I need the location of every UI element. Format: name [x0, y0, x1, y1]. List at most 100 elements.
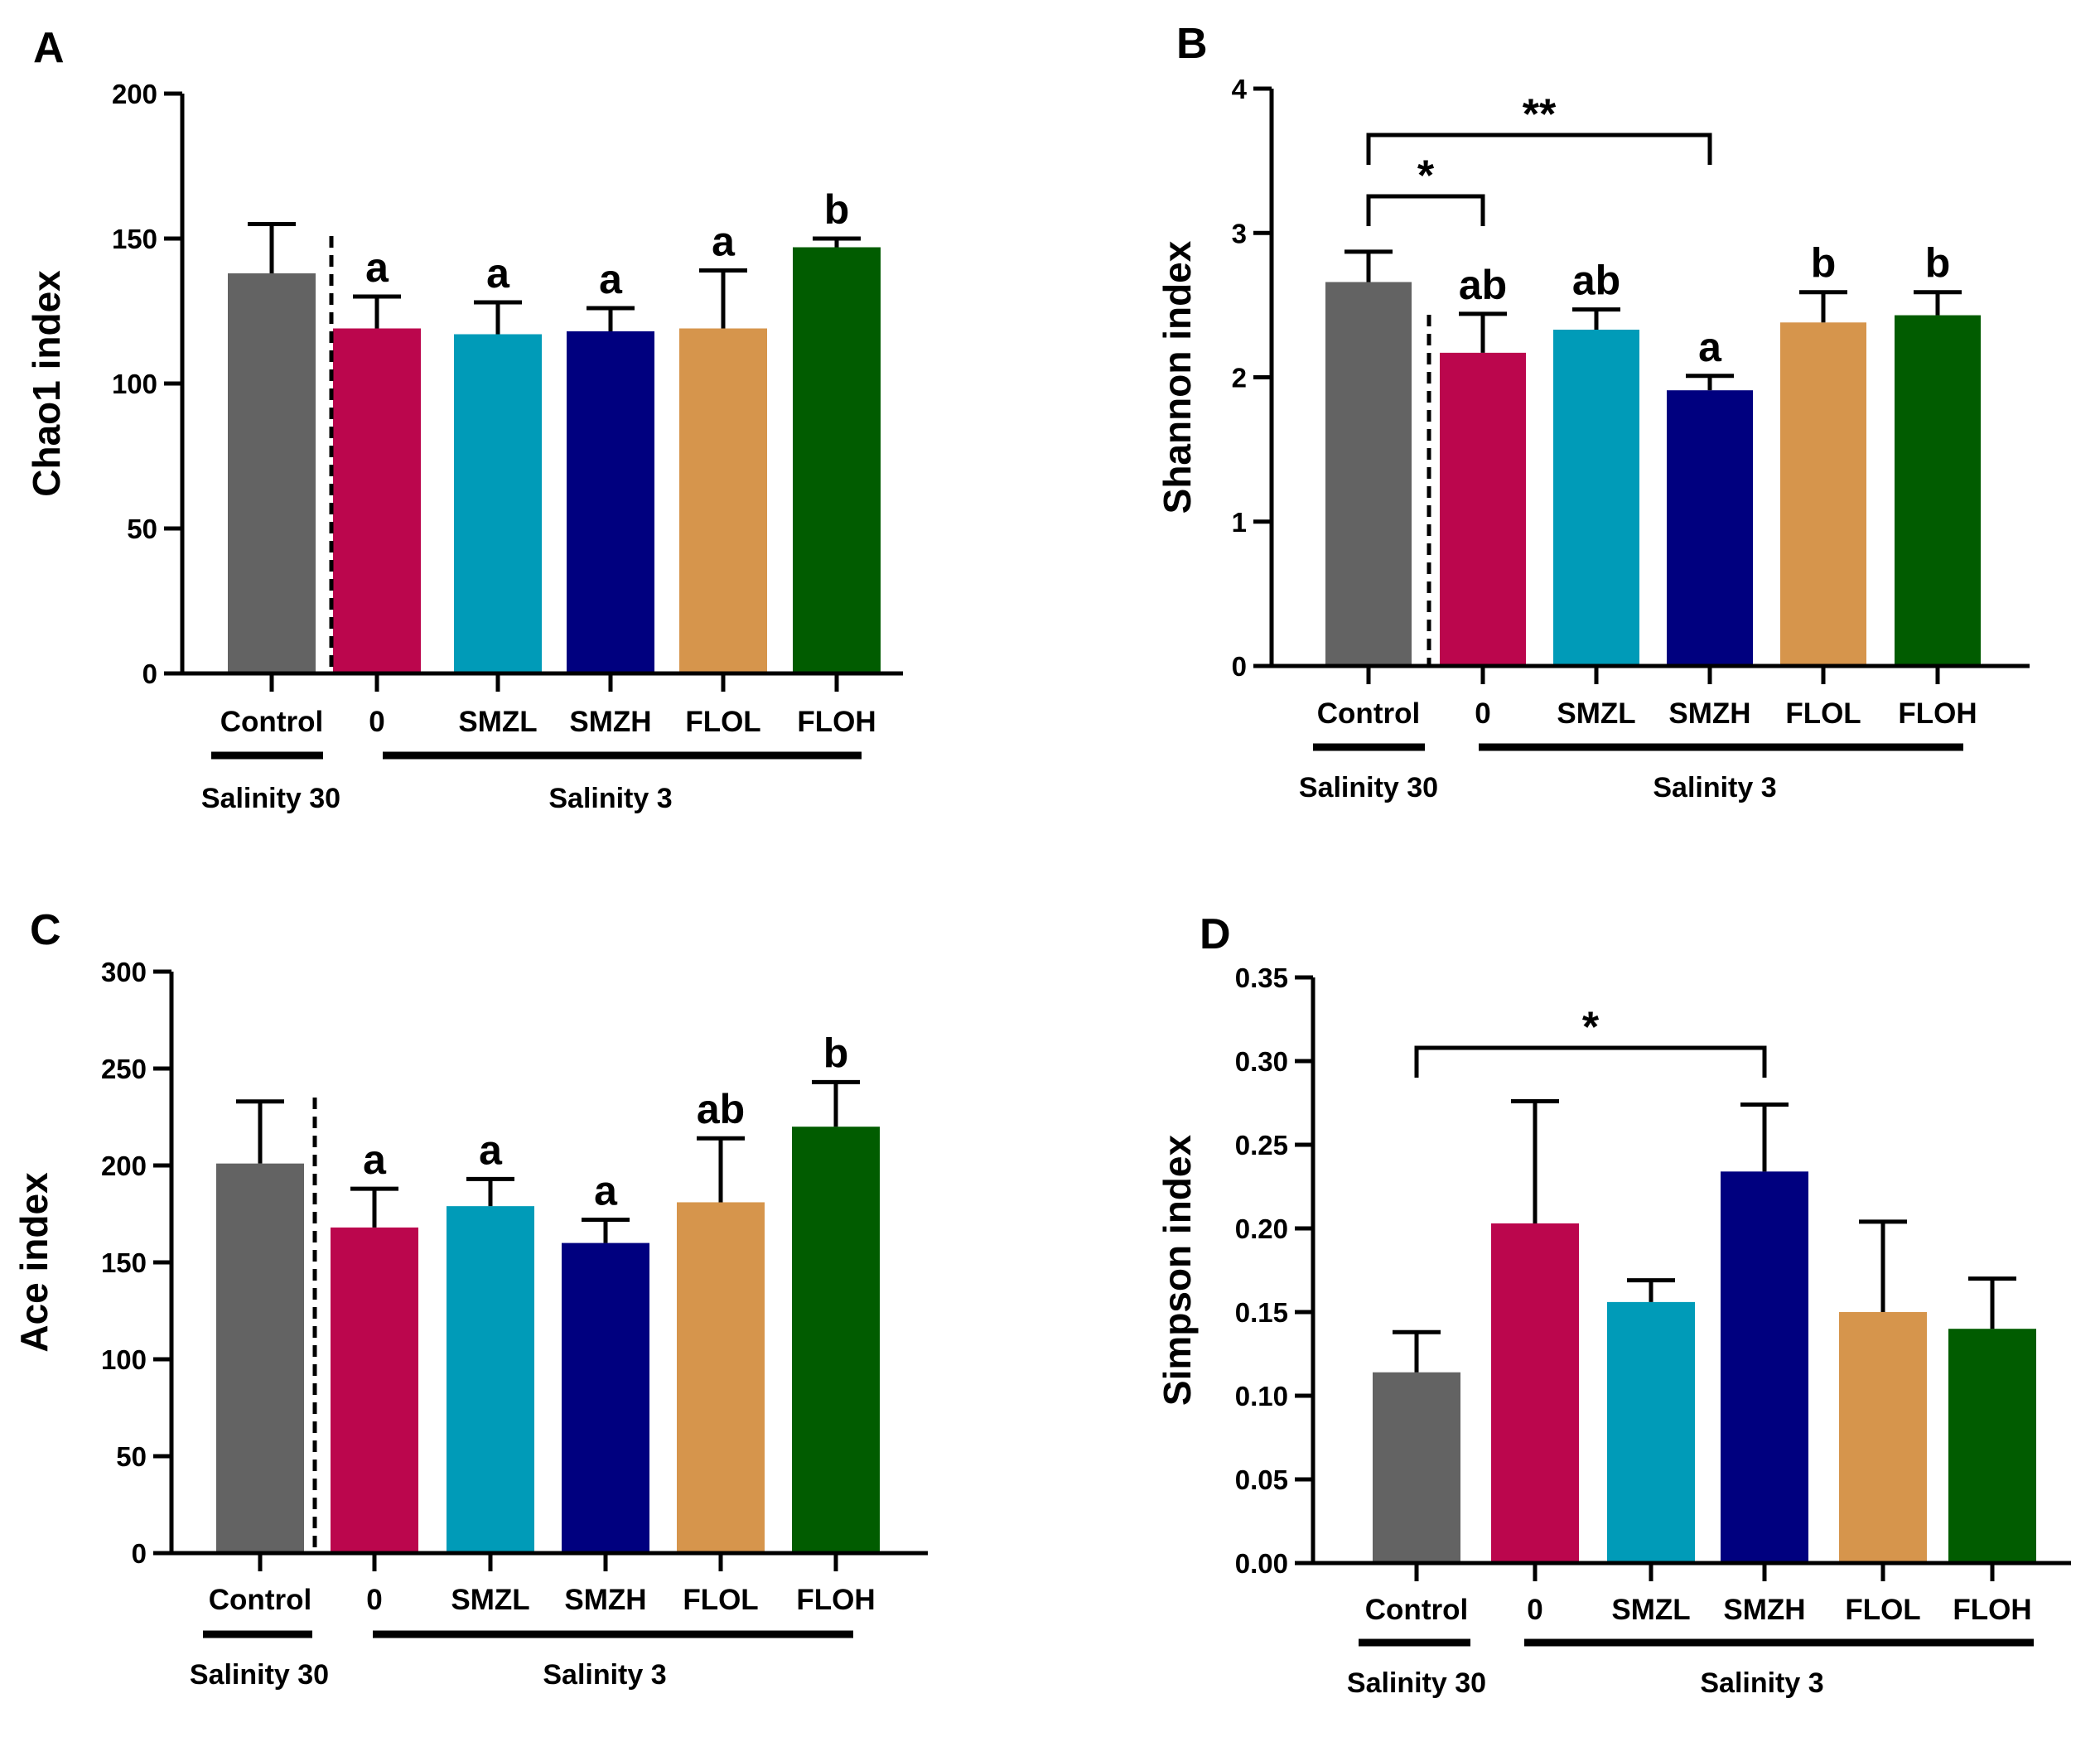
- x-tick-label-c-1: 0: [366, 1584, 382, 1616]
- sig-letter-c-4: ab: [697, 1086, 745, 1132]
- x-tick-label-d-5: FLOH: [1953, 1594, 2031, 1626]
- y-tick-label-a-2: 100: [112, 369, 157, 399]
- group-label-salinity3-c: Salinity 3: [543, 1659, 666, 1691]
- sig-letter-a-4: a: [712, 219, 736, 265]
- bar-a-3: [567, 331, 654, 673]
- sig-letter-a-1: a: [365, 244, 389, 291]
- y-tick-label-d-3: 0.15: [1235, 1297, 1288, 1328]
- y-tick-label-a-0: 0: [142, 659, 157, 689]
- x-tick-label-a-2: SMZL: [458, 706, 537, 738]
- y-tick-label-a-1: 50: [127, 514, 157, 544]
- y-axis-title-b: Shannon index: [1156, 240, 1199, 514]
- bar-c-4: [677, 1202, 765, 1553]
- y-tick-label-c-5: 250: [101, 1054, 147, 1084]
- bar-b-5: [1895, 315, 1981, 666]
- bar-d-3: [1721, 1171, 1808, 1563]
- group-label-salinity30-c: Salinity 30: [190, 1659, 329, 1691]
- group-label-salinity30-a: Salinity 30: [201, 783, 340, 814]
- y-tick-label-b-0: 0: [1232, 651, 1247, 682]
- panel-letter-c: C: [30, 906, 61, 954]
- y-tick-label-d-6: 0.30: [1235, 1046, 1288, 1077]
- sig-letter-b-4: b: [1811, 240, 1837, 287]
- bar-a-4: [679, 328, 767, 673]
- bar-d-0: [1373, 1372, 1460, 1563]
- y-tick-label-b-3: 3: [1232, 218, 1247, 248]
- sig-letter-c-5: b: [823, 1030, 849, 1076]
- x-tick-label-d-4: FLOL: [1845, 1594, 1920, 1626]
- x-tick-label-d-0: Control: [1365, 1594, 1468, 1626]
- comparison-bracket-b-0: [1366, 194, 1485, 226]
- panel-letter-b: B: [1176, 20, 1208, 68]
- x-tick-label-a-0: Control: [220, 706, 323, 738]
- x-tick-label-a-3: SMZH: [569, 706, 651, 738]
- bar-b-1: [1440, 352, 1526, 666]
- bar-c-5: [792, 1127, 880, 1553]
- y-tick-label-c-0: 0: [132, 1538, 147, 1569]
- y-tick-label-c-6: 300: [101, 957, 147, 987]
- sig-letter-a-2: a: [486, 250, 510, 297]
- y-tick-label-d-0: 0.00: [1235, 1548, 1288, 1579]
- x-tick-label-c-4: FLOL: [683, 1584, 758, 1616]
- x-tick-label-c-2: SMZL: [451, 1584, 529, 1616]
- y-tick-label-b-1: 1: [1232, 507, 1247, 538]
- x-tick-label-a-1: 0: [369, 706, 384, 738]
- bar-c-2: [447, 1206, 534, 1553]
- bar-d-2: [1607, 1301, 1695, 1563]
- x-tick-label-b-0: Control: [1317, 697, 1420, 730]
- group-label-salinity3-b: Salinity 3: [1653, 772, 1776, 803]
- x-tick-label-c-3: SMZH: [564, 1584, 646, 1616]
- y-tick-label-c-4: 200: [101, 1151, 147, 1181]
- y-tick-label-d-2: 0.10: [1235, 1381, 1288, 1411]
- bar-b-3: [1667, 390, 1753, 666]
- comparison-star-b-1: **: [1523, 91, 1557, 139]
- bar-c-0: [216, 1163, 304, 1553]
- sig-letter-b-2: ab: [1572, 258, 1620, 304]
- sig-letter-b-3: a: [1698, 324, 1722, 370]
- x-tick-label-d-3: SMZH: [1723, 1594, 1805, 1626]
- bar-a-1: [333, 328, 421, 673]
- bar-b-0: [1325, 282, 1412, 666]
- sig-letter-a-5: b: [824, 186, 850, 233]
- sig-letter-c-1: a: [363, 1136, 387, 1183]
- bar-d-1: [1491, 1223, 1579, 1563]
- y-tick-label-d-5: 0.25: [1235, 1130, 1288, 1160]
- x-tick-label-b-2: SMZL: [1557, 697, 1635, 730]
- x-tick-label-a-5: FLOH: [797, 706, 876, 738]
- bar-c-3: [562, 1242, 649, 1553]
- panel-letter-d: D: [1200, 910, 1231, 958]
- bar-a-2: [454, 334, 542, 673]
- y-tick-label-b-4: 4: [1232, 74, 1248, 104]
- y-axis-title-d: Simpson index: [1156, 1135, 1199, 1406]
- y-tick-label-c-2: 100: [101, 1344, 147, 1375]
- sig-letter-b-5: b: [1925, 240, 1951, 287]
- x-tick-label-d-2: SMZL: [1611, 1594, 1690, 1626]
- y-tick-label-a-4: 200: [112, 79, 157, 109]
- sig-letter-b-1: ab: [1459, 262, 1507, 308]
- y-tick-label-b-2: 2: [1232, 363, 1247, 393]
- x-tick-label-b-5: FLOH: [1898, 697, 1977, 730]
- group-label-salinity30-b: Salinity 30: [1299, 772, 1438, 803]
- x-tick-label-b-4: FLOL: [1785, 697, 1861, 730]
- y-tick-label-c-1: 50: [116, 1441, 147, 1472]
- x-tick-label-a-4: FLOL: [685, 706, 760, 738]
- panel-letter-a: A: [33, 24, 65, 72]
- comparison-bracket-d-0: [1414, 1045, 1767, 1078]
- x-tick-label-c-5: FLOH: [796, 1584, 875, 1616]
- sig-letter-c-3: a: [594, 1168, 618, 1214]
- x-tick-label-d-1: 0: [1527, 1594, 1542, 1626]
- y-tick-label-a-3: 150: [112, 224, 157, 254]
- x-tick-label-b-1: 0: [1475, 697, 1490, 730]
- group-label-salinity3-a: Salinity 3: [548, 783, 672, 814]
- bar-c-1: [331, 1227, 418, 1553]
- bar-d-4: [1839, 1312, 1927, 1563]
- y-axis-title-c: Ace index: [12, 1172, 56, 1353]
- bar-d-5: [1948, 1329, 2036, 1563]
- sig-letter-a-3: a: [599, 256, 623, 302]
- y-tick-label-d-7: 0.35: [1235, 963, 1288, 993]
- bar-b-2: [1553, 329, 1639, 666]
- bar-a-5: [793, 247, 881, 673]
- comparison-star-d-0: *: [1582, 1004, 1600, 1052]
- sig-letter-c-2: a: [479, 1127, 503, 1173]
